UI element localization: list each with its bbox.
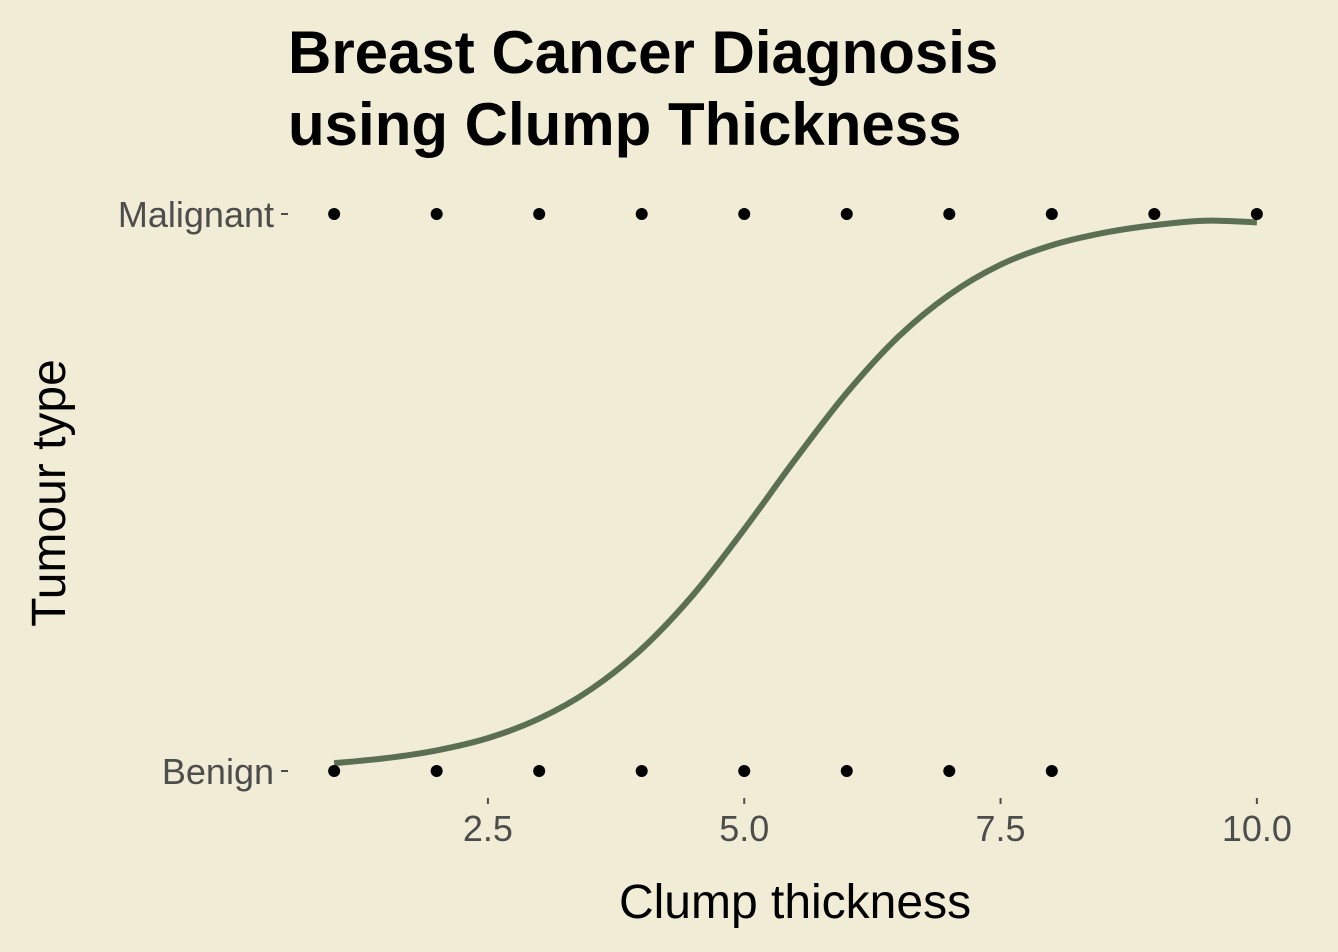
x-axis-title: Clump thickness [619,876,971,929]
point-malignant-3 [635,208,648,220]
point-benign-7 [1045,765,1058,777]
y-axis-title: Tumour type [23,359,76,627]
point-malignant-1 [430,208,443,220]
point-malignant-4 [738,208,751,220]
point-malignant-9 [1250,208,1263,220]
chart-title-line-2: using Clump Thickness [288,91,961,158]
point-malignant-0 [328,208,341,220]
y-tick-label-benign: Benign [162,751,274,792]
point-benign-2 [533,765,546,777]
fitted-curve [333,217,1258,767]
x-tick-label-0: 2.5 [463,808,513,849]
point-benign-6 [943,765,956,777]
point-benign-1 [430,765,443,777]
point-malignant-8 [1148,208,1161,220]
plot-area: Benign Malignant 2.5 5.0 7.5 10.0 [118,194,1292,849]
x-tick-label-3: 10.0 [1222,808,1292,849]
point-benign-0 [328,765,341,777]
x-tick-label-1: 5.0 [719,808,769,849]
chart-title-line-1: Breast Cancer Diagnosis [288,19,998,86]
point-benign-3 [635,765,648,777]
point-benign-4 [738,765,751,777]
point-malignant-2 [533,208,546,220]
x-tick-label-2: 7.5 [976,808,1026,849]
point-malignant-5 [840,208,853,220]
point-malignant-7 [1045,208,1058,220]
point-malignant-6 [943,208,956,220]
y-tick-label-malignant: Malignant [118,194,274,235]
point-benign-5 [840,765,853,777]
